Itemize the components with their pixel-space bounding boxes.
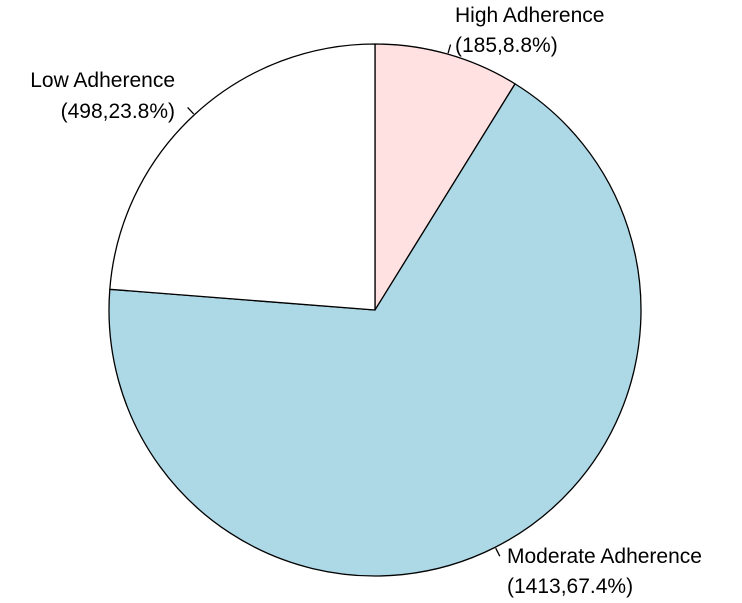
label-low-adherence: Low Adherence (498,23.8%) bbox=[30, 69, 175, 123]
pie-slice-low-adherence bbox=[109, 43, 376, 311]
label-high-adherence: High Adherence (185,8.8%) bbox=[455, 4, 604, 57]
label-tick-high-adherence bbox=[447, 44, 452, 54]
pie-slice-high-adherence bbox=[374, 43, 516, 311]
label-ticks bbox=[187, 44, 501, 557]
slice-label-name-high-adherence: High Adherence bbox=[455, 4, 604, 27]
slice-label-value-high-adherence: (185,8.8%) bbox=[455, 34, 558, 57]
slice-label-name-low-adherence: Low Adherence bbox=[30, 69, 175, 92]
pie-slice-moderate-adherence bbox=[108, 83, 642, 577]
slice-label-value-low-adherence: (498,23.8%) bbox=[61, 100, 175, 123]
label-tick-moderate-adherence bbox=[495, 547, 501, 557]
slice-label-name-moderate-adherence: Moderate Adherence bbox=[507, 545, 702, 568]
label-tick-low-adherence bbox=[187, 106, 195, 115]
pie-slices bbox=[108, 43, 642, 577]
slice-label-value-moderate-adherence: (1413,67.4%) bbox=[507, 575, 633, 598]
label-moderate-adherence: Moderate Adherence (1413,67.4%) bbox=[507, 545, 702, 598]
